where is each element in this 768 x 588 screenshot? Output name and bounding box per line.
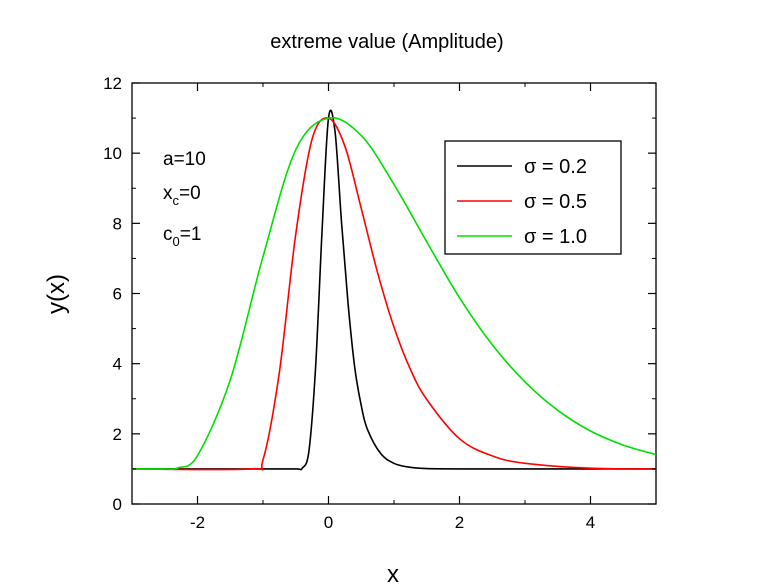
x-tick-label: 0 (324, 513, 333, 532)
annotation-xc-subscript: c (173, 193, 180, 208)
y-tick-label: 2 (113, 425, 122, 444)
annotation-c0-value: =1 (180, 224, 202, 245)
series-layer (131, 109, 657, 471)
legend-item: σ = 0.2 (457, 156, 587, 178)
tick-layer (131, 82, 657, 505)
y-tick-label: 8 (113, 214, 122, 233)
legend-label: σ = 0.5 (524, 191, 587, 213)
legend: σ = 0.2 σ = 0.5 σ = 1.0 (444, 140, 622, 255)
chart-title: extreme value (Amplitude) (270, 31, 503, 53)
annotation-xc-value: =0 (179, 183, 201, 204)
series-line-3 (131, 116, 657, 470)
x-tick-labels: -2 0 2 4 (190, 513, 595, 532)
legend-label: σ = 1.0 (524, 226, 587, 248)
y-tick-labels: 0 2 4 6 8 10 12 (103, 74, 122, 514)
y-axis-label: y(x) (43, 274, 70, 314)
annotation-c0-symbol: c (163, 224, 173, 245)
x-tick-label: -2 (190, 513, 205, 532)
legend-item: σ = 0.5 (457, 191, 587, 213)
legend-items: σ = 0.2 σ = 0.5 σ = 1.0 (457, 156, 587, 248)
series-line-2 (131, 117, 657, 471)
x-axis-label: x (387, 561, 399, 588)
y-tick-label: 12 (103, 74, 122, 93)
x-tick-label: 4 (586, 513, 595, 532)
y-tick-label: 6 (113, 285, 122, 304)
annotation-c0: c0=1 (163, 224, 201, 249)
plot-area (131, 82, 657, 505)
annotation-c0-subscript: 0 (173, 234, 180, 249)
x-tick-label: 2 (455, 513, 464, 532)
y-tick-label: 4 (113, 355, 122, 374)
annotation-amplitude-text: a=10 (163, 149, 206, 170)
annotation-amplitude: a=10 (163, 149, 206, 170)
series-line-1 (131, 109, 656, 471)
annotation-xc: xc=0 (163, 183, 201, 208)
legend-label: σ = 0.2 (524, 156, 587, 178)
legend-box (444, 140, 622, 255)
y-tick-label: 0 (113, 495, 122, 514)
annotation-xc-symbol: x (163, 183, 173, 204)
legend-item: σ = 1.0 (457, 226, 587, 248)
parameter-annotations: a=10 xc=0 c0=1 (163, 149, 206, 249)
y-tick-label: 10 (103, 144, 122, 163)
